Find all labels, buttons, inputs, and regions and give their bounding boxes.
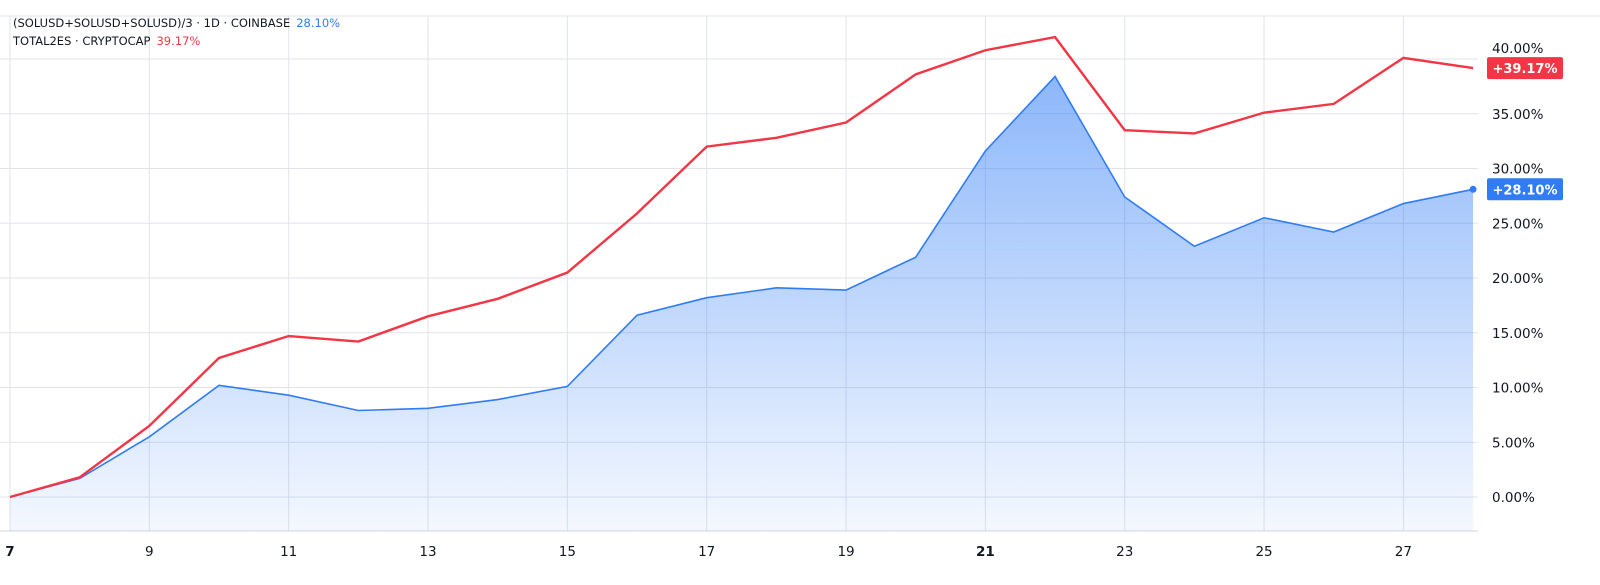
x-tick-label: 7	[5, 544, 14, 560]
y-tick-label: 15.00%	[1492, 326, 1544, 342]
y-tick-label: 25.00%	[1492, 216, 1544, 232]
x-tick-label: 11	[280, 544, 297, 560]
legend-series-2-value: 39.17%	[156, 34, 201, 48]
series-1-last-value-badge	[1487, 178, 1563, 201]
x-tick-label: 13	[419, 544, 436, 560]
y-tick-label: 35.00%	[1492, 107, 1544, 123]
x-tick-label: 23	[1116, 544, 1133, 560]
y-tick-label: 5.00%	[1492, 435, 1535, 451]
x-tick-label: 15	[559, 544, 576, 560]
y-tick-label: 10.00%	[1492, 381, 1544, 397]
x-tick-label: 19	[837, 544, 854, 560]
legend-series-1[interactable]: (SOLUSD+SOLUSD+SOLUSD)/3 · 1D · COINBASE…	[13, 14, 340, 32]
legend: (SOLUSD+SOLUSD+SOLUSD)/3 · 1D · COINBASE…	[13, 14, 340, 50]
legend-series-2[interactable]: TOTAL2ES · CRYPTOCAP 39.17%	[13, 32, 340, 50]
x-tick-label: 9	[145, 544, 154, 560]
x-tick-label: 17	[698, 544, 715, 560]
x-tick-label: 21	[976, 544, 995, 560]
x-tick-label: 25	[1255, 544, 1272, 560]
series-1-area	[10, 76, 1474, 532]
series-1-last-point	[1469, 185, 1477, 193]
y-tick-label: 20.00%	[1492, 271, 1544, 287]
legend-series-1-title: (SOLUSD+SOLUSD+SOLUSD)/3 · 1D · COINBASE	[13, 16, 291, 30]
series-1-last-value-badge-text: +28.10%	[1492, 183, 1557, 198]
series-2-last-value-badge	[1487, 57, 1563, 80]
series-2-line	[9, 35, 1474, 499]
legend-series-2-title: TOTAL2ES · CRYPTOCAP	[13, 34, 151, 48]
y-tick-label: 40.00%	[1492, 41, 1544, 57]
legend-series-1-value: 28.10%	[296, 16, 341, 30]
series-2-last-value-badge-text: +39.17%	[1492, 62, 1557, 77]
x-tick-label: 27	[1395, 544, 1412, 560]
y-tick-label: 0.00%	[1492, 490, 1535, 506]
y-tick-label: 30.00%	[1492, 162, 1544, 178]
series-1-line	[9, 75, 1474, 498]
